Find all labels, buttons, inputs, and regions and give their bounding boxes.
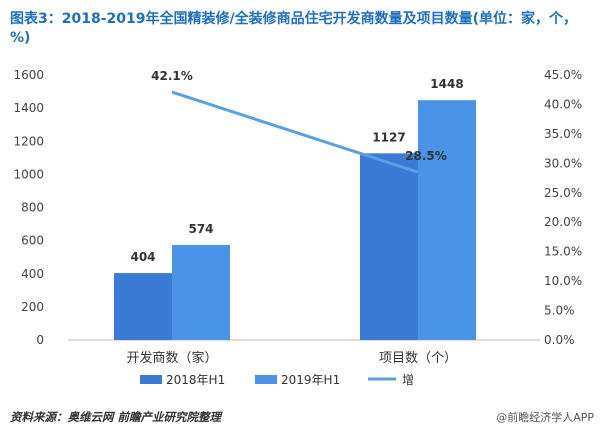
bar-value-label: 574	[188, 222, 213, 236]
bar	[114, 273, 172, 340]
legend-label: 2019年H1	[281, 373, 340, 387]
category-label: 开发商数（家）	[126, 350, 217, 366]
y2-tick-label: 45.0%	[544, 68, 582, 82]
y2-tick-label: 35.0%	[544, 127, 582, 141]
y-axis-left: 0 200 400 600 800 1000 1200 1400 1600	[13, 68, 44, 347]
y2-tick-label: 15.0%	[544, 245, 582, 259]
bar	[172, 244, 230, 340]
bar-labels: 404 574 1127 1448	[130, 77, 463, 264]
y-tick-label: 0	[36, 333, 44, 347]
bar	[418, 100, 476, 340]
y-tick-label: 1000	[13, 167, 44, 181]
bar-value-label: 1448	[430, 77, 463, 91]
growth-line: 42.1% 28.5%	[151, 69, 447, 174]
bars	[114, 100, 476, 340]
bar	[360, 153, 418, 340]
y2-tick-label: 5.0%	[544, 304, 575, 318]
legend-label: 2018年H1	[166, 373, 225, 387]
legend-swatch	[255, 375, 277, 384]
y-tick-label: 800	[21, 201, 44, 215]
y-tick-label: 1400	[13, 101, 44, 115]
line-value-label: 28.5%	[405, 149, 447, 163]
y-tick-label: 400	[21, 267, 44, 281]
legend-label: 增	[402, 373, 414, 387]
chart-title: 图表3：2018-2019年全国精装修/全装修商品住宅开发商数量及项目数量(单位…	[10, 11, 577, 46]
y-tick-label: 1600	[13, 68, 44, 82]
category-label: 项目数（个）	[379, 351, 457, 366]
y2-tick-label: 30.0%	[544, 156, 582, 170]
y2-tick-label: 10.0%	[544, 274, 582, 288]
bar-value-label: 1127	[372, 130, 405, 144]
y2-tick-label: 40.0%	[544, 97, 582, 111]
category-labels: 开发商数（家） 项目数（个）	[126, 350, 457, 366]
y-axis-right: 0.0% 5.0% 10.0% 15.0% 20.0% 25.0% 30.0% 35.0% 40…	[544, 68, 582, 347]
y-tick-label: 600	[21, 234, 44, 248]
y-tick-label: 1200	[13, 134, 44, 148]
y2-tick-label: 25.0%	[544, 186, 582, 200]
brand-watermark: @前瞻经济学人APP	[496, 411, 594, 424]
y2-tick-label: 0.0%	[544, 333, 575, 347]
legend: 2018年H1 2019年H1 增	[140, 373, 414, 387]
y2-tick-label: 20.0%	[544, 215, 582, 229]
growth-line-path	[171, 90, 419, 174]
source-note: 资料来源：奥维云网 前瞻产业研究院整理	[10, 410, 222, 424]
bar-value-label: 404	[130, 250, 155, 264]
line-value-label: 42.1%	[151, 69, 193, 83]
legend-swatch	[140, 375, 162, 384]
y-tick-label: 200	[21, 300, 44, 314]
